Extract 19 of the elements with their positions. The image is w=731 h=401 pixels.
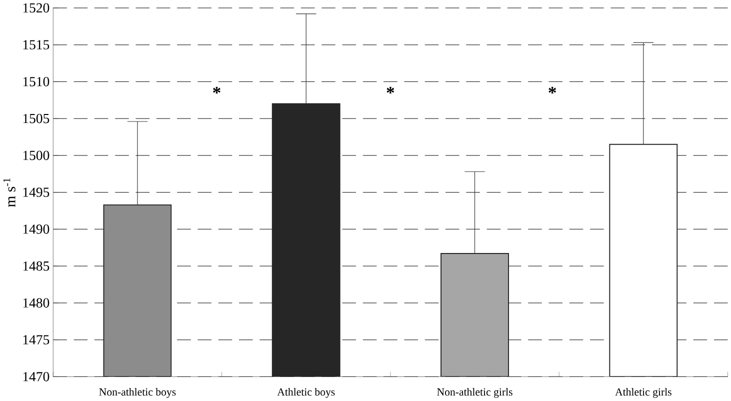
annotation: *: [213, 86, 220, 94]
y-tick-label: 1485: [23, 261, 50, 271]
y-tick-label: 1510: [23, 76, 50, 86]
x-tick-label: Athletic girls: [615, 388, 672, 398]
x-tick-label: Athletic boys: [277, 388, 335, 398]
y-tick-label: 1475: [23, 335, 50, 344]
x-tick-label: Non-athletic boys: [99, 388, 176, 398]
y-axis-title: m s$^{-1}$: [3, 178, 16, 207]
y-tick-label: 1490: [23, 224, 50, 234]
y-tick-label: 1500: [23, 150, 50, 160]
x-tick-label: Non-athletic girls: [437, 388, 512, 398]
y-tick-label: 1515: [23, 40, 50, 50]
y-tick-label: 1520: [23, 3, 50, 12]
y-tick-label: 1470: [23, 372, 50, 382]
annotation: *: [386, 86, 394, 94]
y-tick-label: 1480: [23, 298, 50, 308]
y-tick-label: 1505: [23, 114, 50, 124]
annotation: *: [548, 86, 556, 94]
y-tick-label: 1495: [23, 188, 50, 197]
